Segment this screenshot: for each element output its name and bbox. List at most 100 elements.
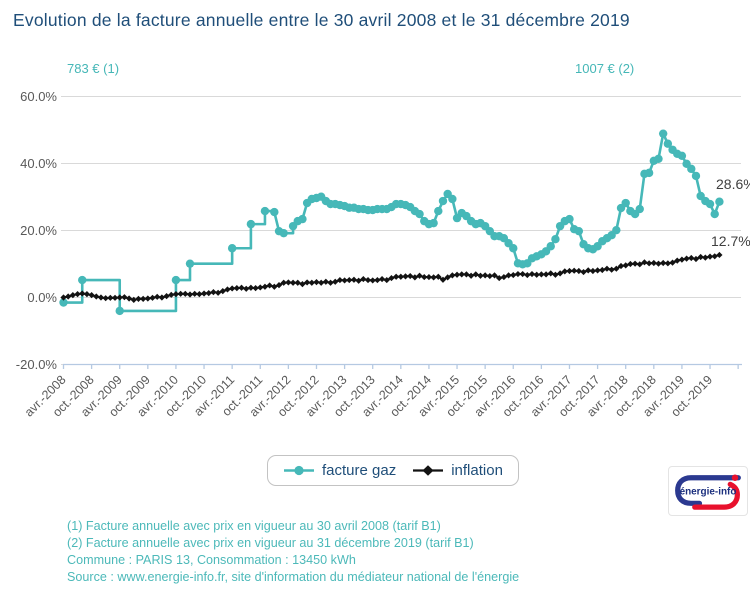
inflation-point	[336, 276, 344, 284]
inflation-point	[674, 257, 681, 264]
inflation-point	[547, 270, 554, 277]
inflation-point	[486, 272, 493, 280]
inflation-point	[603, 265, 611, 272]
inflation-point	[660, 259, 667, 267]
inflation-point	[500, 273, 507, 281]
inflation-point	[421, 273, 428, 281]
inflation-point	[505, 272, 512, 279]
inflation-point	[453, 271, 461, 278]
inflation-point	[566, 267, 573, 275]
inflation-point	[364, 276, 372, 284]
inflation-point	[275, 282, 283, 289]
inflation-point	[472, 271, 479, 278]
inflation-point	[477, 272, 484, 279]
inflation-point	[177, 290, 184, 297]
inflation-point	[186, 291, 194, 298]
inflation-point	[97, 294, 105, 301]
inflation-point	[571, 267, 578, 274]
inflation-point	[369, 277, 376, 284]
inflation-point	[65, 293, 72, 300]
y-tick-label: 60.0%	[20, 89, 57, 104]
inflation-point	[631, 260, 639, 267]
inflation-point	[491, 272, 498, 279]
inflation-point	[79, 290, 86, 297]
inflation-point	[402, 273, 409, 280]
facture-gaz-point	[635, 204, 644, 214]
facture-gaz-point	[663, 139, 673, 148]
inflation-point	[374, 276, 381, 284]
inflation-point	[144, 295, 151, 302]
inflation-point	[561, 268, 568, 275]
inflation-point	[641, 259, 648, 266]
inflation-point	[294, 279, 301, 286]
inflation-point	[93, 293, 100, 300]
legend-item-facture-gaz: facture gaz	[283, 462, 396, 479]
inflation-point	[196, 291, 203, 298]
inflation-point	[158, 294, 165, 301]
facture-gaz-point	[644, 168, 654, 178]
inflation-point	[669, 259, 676, 266]
facture-gaz-point	[691, 171, 701, 181]
inflation-point	[538, 271, 545, 278]
footnote-2: (2) Facture annuelle avec prix en vigueu…	[67, 536, 474, 550]
source-line: Source : www.energie-info.fr, site d'inf…	[67, 570, 520, 584]
energie-info-logo-icon: énergie-info	[675, 474, 741, 510]
inflation-point	[552, 271, 559, 278]
facture-gaz-point	[260, 206, 270, 216]
inflation-point	[697, 253, 704, 261]
inflation-point	[575, 267, 582, 275]
inflation-point	[280, 279, 287, 286]
inflation-point	[322, 278, 329, 285]
inflation-point	[411, 274, 418, 281]
inflation-point	[397, 273, 404, 280]
facture-gaz-point	[59, 298, 68, 307]
inflation-point	[711, 253, 718, 260]
legend-label-inflation: inflation	[451, 462, 503, 479]
inflation-point	[435, 273, 442, 280]
footer-notes: (1) Facture annuelle avec prix en vigueu…	[67, 518, 519, 586]
inflation-point	[299, 281, 306, 288]
svg-text:énergie-info: énergie-info	[680, 486, 737, 497]
inflation-marker-icon	[413, 465, 444, 476]
inflation-point	[350, 276, 358, 283]
inflation-point	[60, 294, 67, 301]
inflation-point	[200, 290, 208, 297]
inflation-point	[346, 276, 353, 284]
legend: facture gaz inflation	[267, 455, 519, 486]
facture-gaz-line	[62, 132, 721, 313]
inflation-point	[88, 292, 95, 299]
inflation-point	[458, 271, 465, 278]
facture-gaz-point	[415, 209, 424, 219]
inflation-point	[125, 295, 133, 302]
facture-gaz-point	[227, 244, 237, 253]
inflation-point	[182, 290, 189, 297]
facture-gaz-point	[621, 198, 630, 208]
facture-gaz-point	[246, 219, 256, 229]
facture-gaz-point	[438, 196, 448, 206]
facture-gaz-point	[78, 275, 87, 285]
legend-label-facture-gaz: facture gaz	[322, 462, 397, 479]
inflation-point	[135, 295, 142, 302]
inflation-point	[210, 289, 217, 296]
inflation-point	[416, 272, 423, 279]
inflation-point	[580, 268, 587, 276]
inflation-point	[622, 262, 629, 269]
inflation-point	[243, 285, 250, 292]
inflation-point	[702, 254, 709, 261]
inflation-point	[360, 275, 367, 283]
inflation-point	[247, 284, 254, 291]
facture-gaz-point	[715, 197, 724, 206]
inflation-point	[444, 274, 451, 281]
annotation-1007-euros: 1007 € (2)	[575, 61, 635, 76]
inflation-point	[627, 260, 634, 268]
facture-gaz-point	[687, 164, 696, 174]
inflation-point	[229, 285, 236, 292]
inflation-point	[683, 255, 690, 262]
inflation-point	[524, 271, 531, 279]
facture-gaz-point	[677, 151, 687, 160]
facture-gaz-point	[509, 244, 518, 253]
inflation-point	[215, 289, 222, 296]
inflation-point	[430, 274, 437, 281]
inflation-point	[533, 271, 540, 278]
facture-gaz-point	[270, 207, 279, 217]
